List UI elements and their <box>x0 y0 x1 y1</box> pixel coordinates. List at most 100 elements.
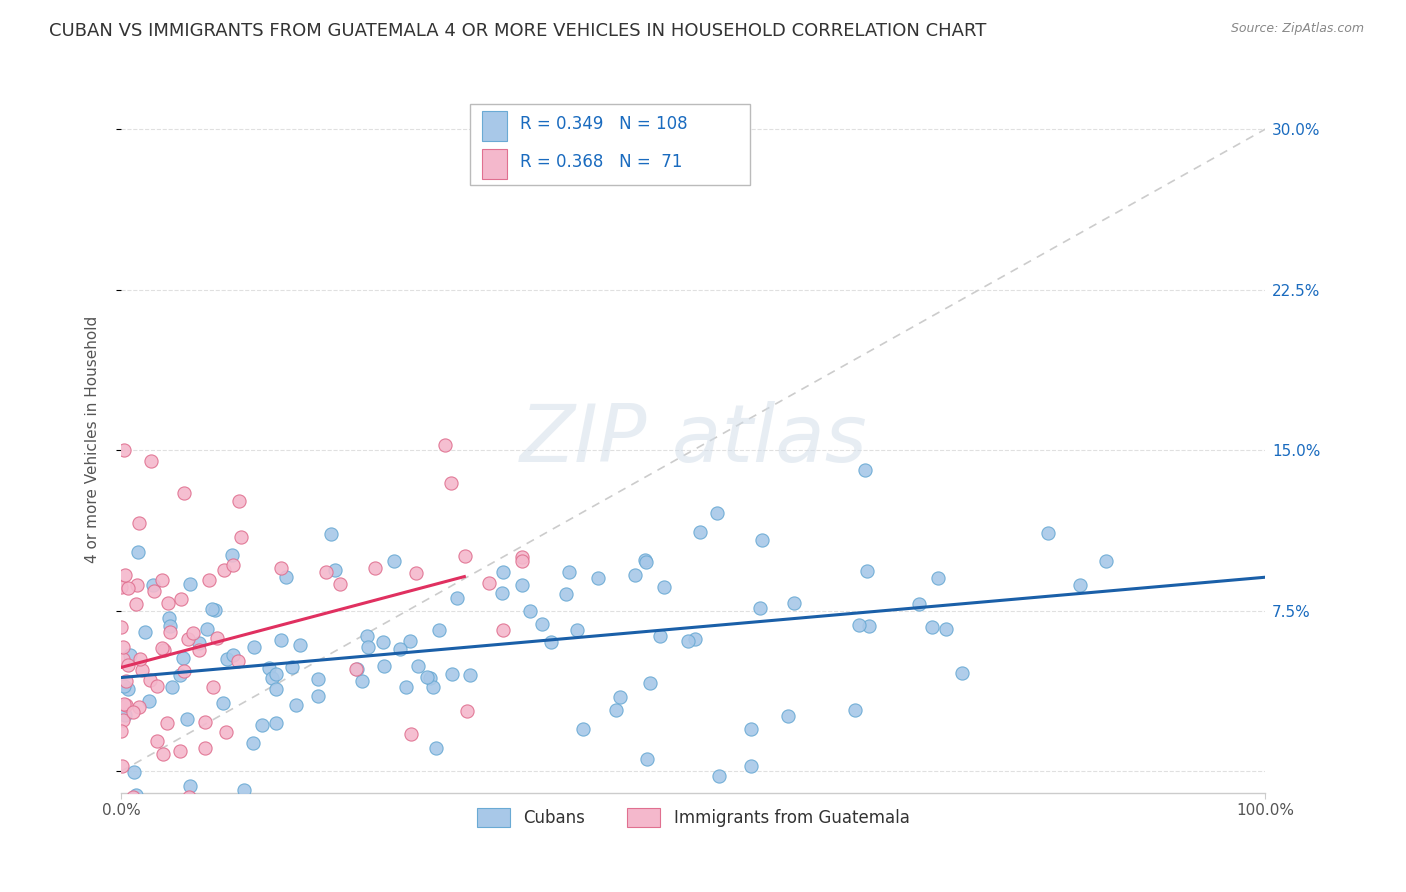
Point <box>422 681 444 695</box>
Point <box>558 565 581 579</box>
Point <box>122 764 145 779</box>
Point <box>229 531 252 545</box>
Point <box>433 438 456 452</box>
Point <box>152 838 174 852</box>
Point <box>344 662 367 676</box>
Point <box>855 463 877 477</box>
Point <box>114 708 136 723</box>
Point <box>177 632 200 646</box>
Point <box>1069 578 1091 592</box>
Point <box>921 620 943 634</box>
Point <box>257 661 280 675</box>
Point <box>262 671 284 685</box>
Point <box>510 554 533 568</box>
Point <box>288 638 311 652</box>
Point <box>146 679 169 693</box>
Point <box>356 629 378 643</box>
Point <box>212 697 235 711</box>
Point <box>117 682 139 697</box>
Point <box>648 629 671 643</box>
Point <box>115 698 138 713</box>
Point <box>707 769 730 783</box>
Point <box>169 668 191 682</box>
Point <box>111 640 134 655</box>
Point <box>346 662 368 676</box>
Point <box>634 552 657 566</box>
Point <box>270 561 292 575</box>
Point <box>478 576 501 591</box>
Point <box>908 597 931 611</box>
Point <box>636 556 658 570</box>
Y-axis label: 4 or more Vehicles in Household: 4 or more Vehicles in Household <box>86 316 100 563</box>
Point <box>609 690 631 704</box>
Point <box>565 623 588 637</box>
Point <box>307 689 329 703</box>
Point <box>740 723 762 737</box>
Point <box>139 673 162 688</box>
Point <box>706 507 728 521</box>
Point <box>373 635 395 649</box>
Point <box>425 741 447 756</box>
Point <box>222 558 245 572</box>
Point <box>266 716 288 731</box>
Point <box>440 667 463 681</box>
Point <box>188 643 211 657</box>
Point <box>427 623 450 637</box>
Point <box>114 568 136 582</box>
Point <box>215 651 238 665</box>
Point <box>855 564 877 578</box>
Point <box>172 651 194 665</box>
Point <box>143 583 166 598</box>
Point <box>848 617 870 632</box>
Point <box>453 549 475 563</box>
Point <box>228 654 250 668</box>
Point <box>221 549 243 563</box>
Point <box>440 475 463 490</box>
Point <box>122 705 145 719</box>
Point <box>398 633 420 648</box>
Point <box>405 566 427 580</box>
FancyBboxPatch shape <box>470 104 751 186</box>
Point <box>740 759 762 773</box>
Point <box>127 545 149 559</box>
Point <box>228 494 250 508</box>
Text: CUBAN VS IMMIGRANTS FROM GUATEMALA 4 OR MORE VEHICLES IN HOUSEHOLD CORRELATION C: CUBAN VS IMMIGRANTS FROM GUATEMALA 4 OR … <box>49 22 987 40</box>
Point <box>198 573 221 587</box>
Point <box>1095 554 1118 568</box>
Point <box>110 724 132 739</box>
Point <box>749 601 772 615</box>
Point <box>652 580 675 594</box>
Point <box>110 580 132 594</box>
Point <box>159 619 181 633</box>
Point <box>177 789 200 804</box>
Point <box>146 734 169 748</box>
FancyBboxPatch shape <box>481 111 506 141</box>
Point <box>111 805 134 819</box>
Point <box>510 578 533 592</box>
Point <box>531 617 554 632</box>
Point <box>169 744 191 758</box>
Point <box>120 648 142 662</box>
Point <box>270 632 292 647</box>
Point <box>357 640 380 654</box>
Point <box>176 712 198 726</box>
Point <box>388 641 411 656</box>
Point <box>150 573 173 587</box>
FancyBboxPatch shape <box>481 149 506 178</box>
Point <box>117 581 139 595</box>
Point <box>456 704 478 718</box>
Point <box>129 652 152 666</box>
Point <box>129 820 152 834</box>
Point <box>281 659 304 673</box>
Point <box>131 663 153 677</box>
Point <box>202 827 225 841</box>
Point <box>399 727 422 741</box>
Point <box>111 758 134 772</box>
Legend: Cubans, Immigrants from Guatemala: Cubans, Immigrants from Guatemala <box>470 801 917 834</box>
Text: R = 0.349   N = 108: R = 0.349 N = 108 <box>520 114 688 133</box>
Point <box>124 597 146 611</box>
Point <box>110 620 132 634</box>
Point <box>157 596 180 610</box>
Point <box>491 586 513 600</box>
Point <box>307 672 329 686</box>
